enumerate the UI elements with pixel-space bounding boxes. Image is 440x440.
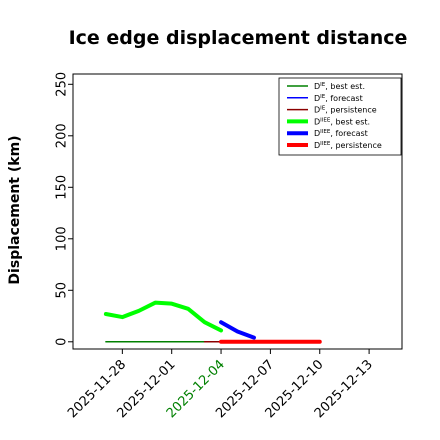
plot-area: [72, 73, 403, 350]
x-axis: 2025-11-282025-12-012025-12-042025-12-07…: [65, 349, 376, 421]
y-tick-label: 0: [55, 338, 70, 346]
series-line: [219, 320, 256, 340]
legend-label: DIE, best est.: [314, 82, 365, 91]
series-group: [103, 300, 322, 344]
y-axis: 0 50 100 150 200 250: [55, 72, 73, 346]
y-axis-label: Displacement (km): [7, 135, 23, 284]
legend: DIE, best est. DIE, forecast DIE, persiste…: [278, 77, 402, 156]
legend-label: DIIEE, best est.: [314, 117, 370, 126]
legend-label: DIE, persistence: [314, 106, 377, 115]
y-tick-label: 50: [55, 282, 70, 299]
y-tick-label: 200: [55, 123, 70, 148]
chart-title: Ice edge displacement distance: [69, 27, 408, 49]
y-tick-label: 250: [55, 72, 70, 97]
legend-label: DIIEE, forecast: [314, 129, 368, 138]
series-line: [103, 300, 224, 333]
legend-label: DIE, forecast: [314, 94, 363, 103]
legend-label: DIIEE, persistence: [314, 141, 382, 150]
y-tick-label: 100: [55, 226, 70, 251]
legend-box: [278, 77, 402, 156]
y-tick-label: 150: [55, 175, 70, 200]
